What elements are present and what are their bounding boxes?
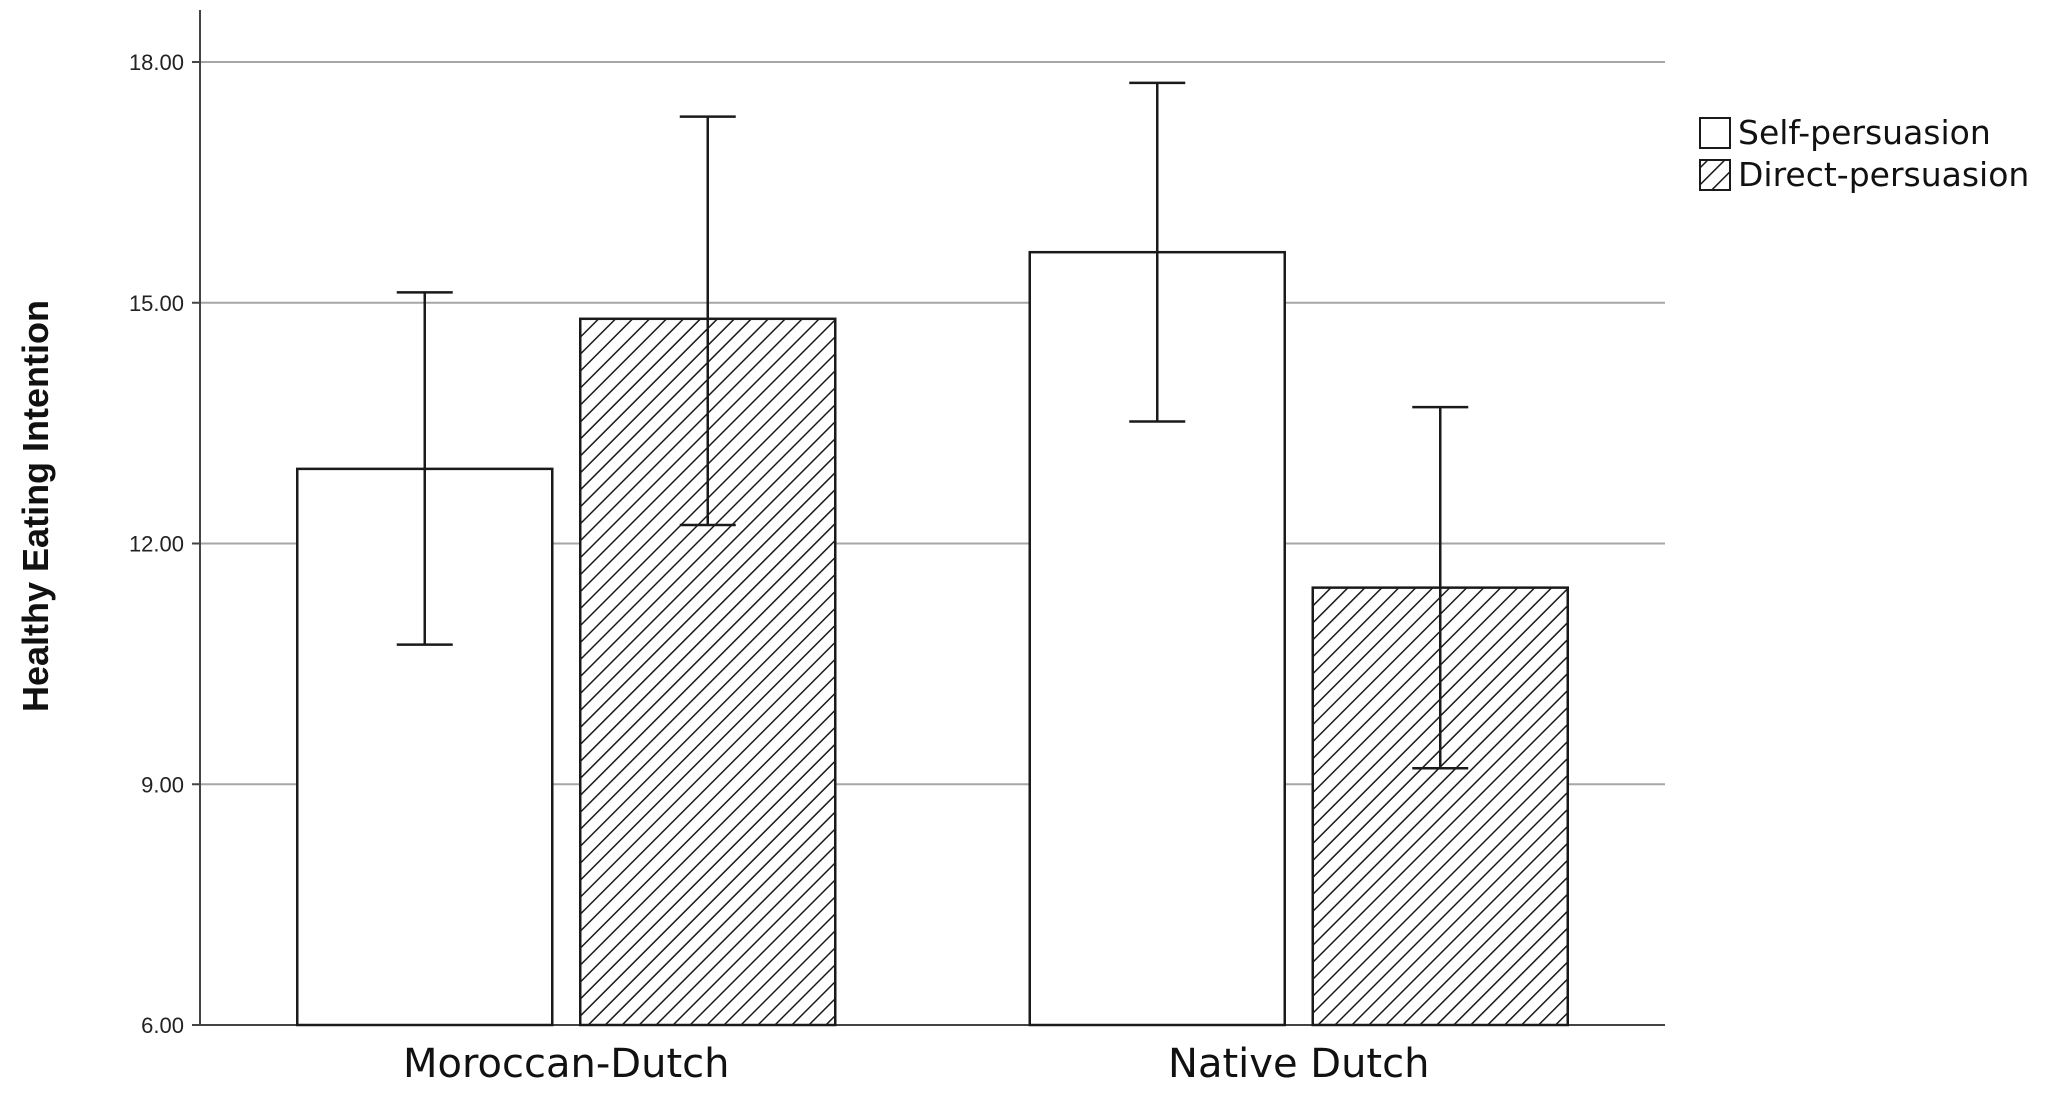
y-tick-label: 12.00 [129,532,184,557]
y-tick-label: 18.00 [129,50,184,75]
bars [296,250,1569,1027]
y-tick-label: 9.00 [141,772,184,797]
legend-swatch [1699,117,1731,149]
legend-label: Direct-persuasion [1738,155,2029,194]
y-tick-label: 6.00 [141,1013,184,1038]
legend-label: Self-persuasion [1738,113,1991,152]
y-tick-label: 15.00 [129,291,184,316]
x-category-label: Moroccan-Dutch [403,1041,729,1087]
y-axis-title: Healthy Eating Intention [15,300,56,712]
legend-swatch [1699,159,1731,191]
axis-labels: 6.00 9.00 12.00 15.00 18.00 Moroccan-Dutch Nat… [129,50,1430,1087]
error-bars [396,81,1469,770]
x-category-label: Native Dutch [1168,1041,1429,1087]
